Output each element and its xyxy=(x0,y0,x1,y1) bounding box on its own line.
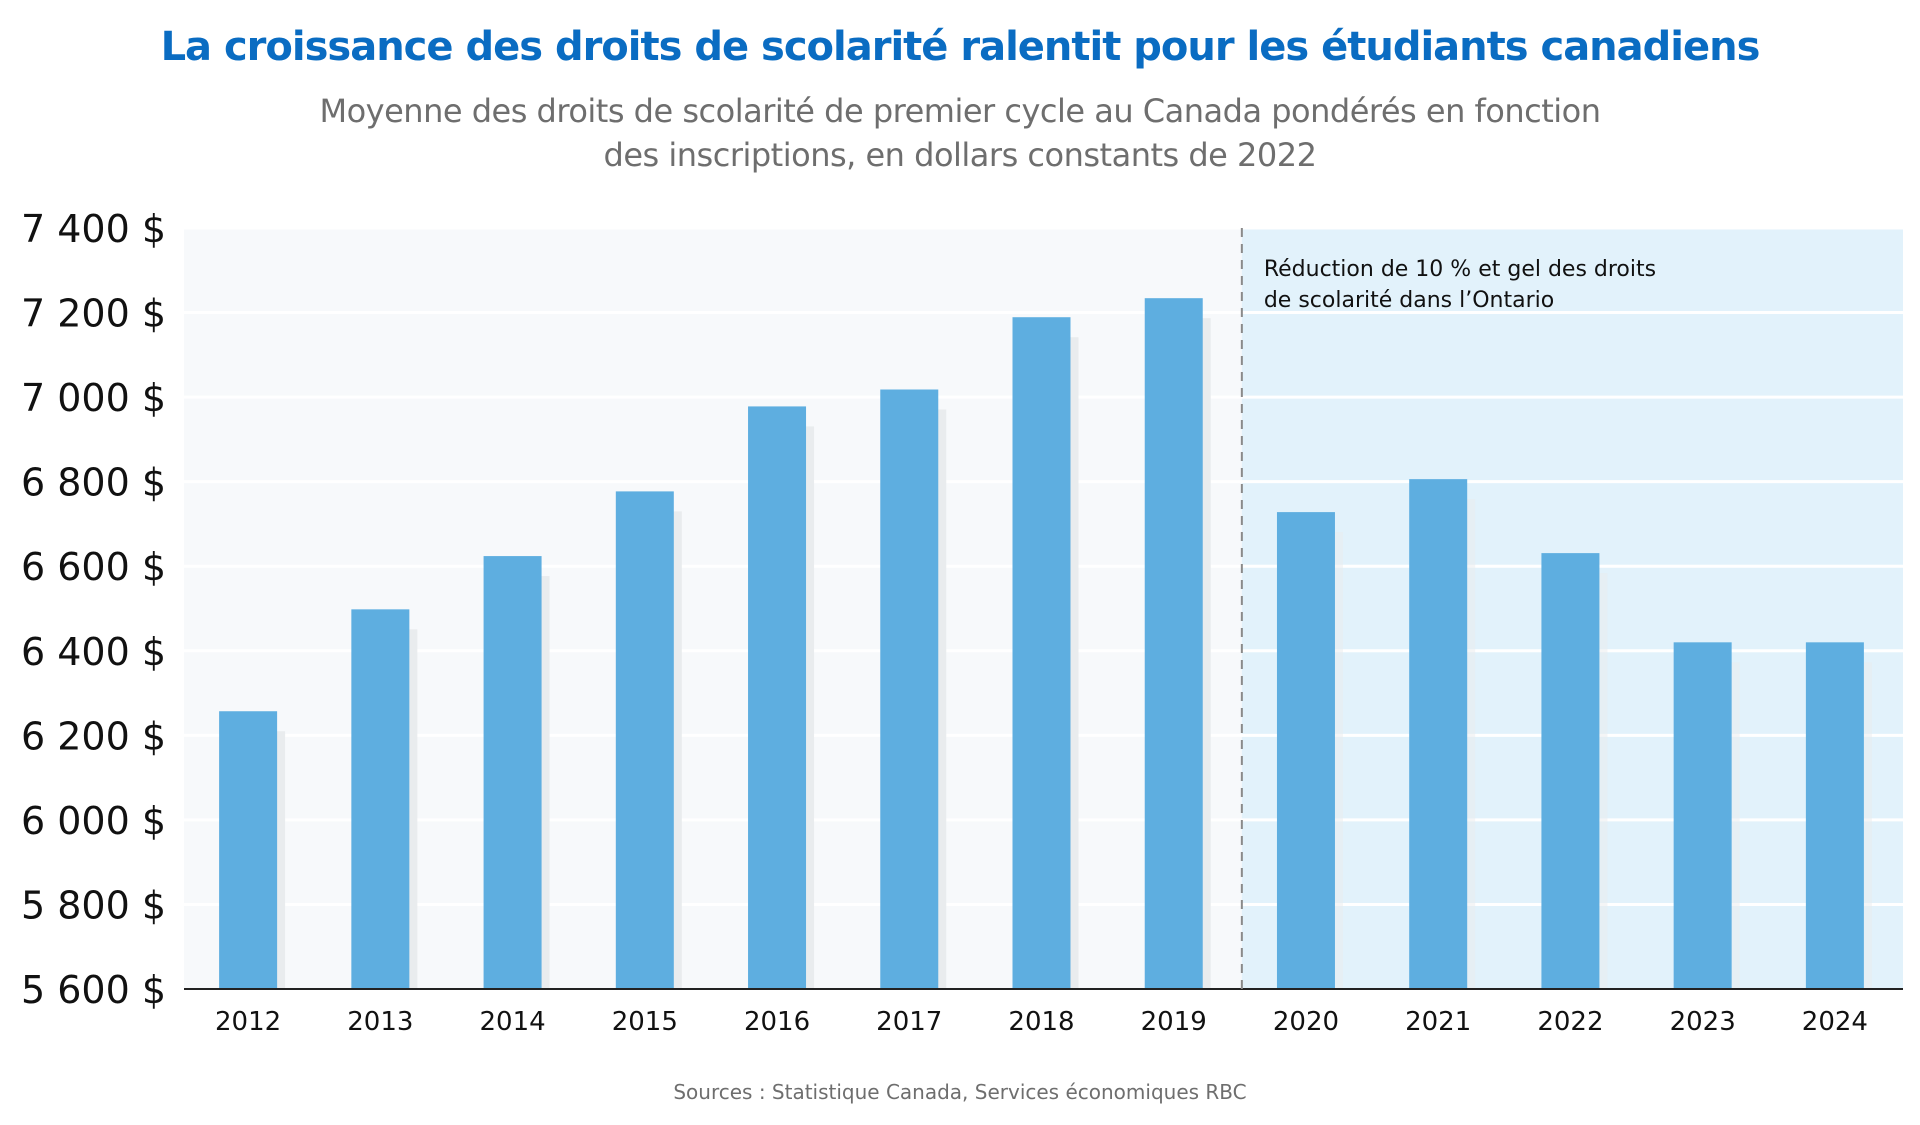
x-tick-label: 2012 xyxy=(215,1007,281,1037)
y-tick-label: 7 200 $ xyxy=(21,292,166,336)
y-tick-label: 7 000 $ xyxy=(21,376,166,420)
x-tick-label: 2023 xyxy=(1670,1007,1736,1037)
y-tick-label: 6 800 $ xyxy=(21,461,166,505)
chart-title: La croissance des droits de scolarité ra… xyxy=(160,24,1761,70)
bar-2015 xyxy=(615,491,674,989)
bar-2023 xyxy=(1673,642,1732,989)
y-tick-label: 6 400 $ xyxy=(21,630,166,674)
bar-2016 xyxy=(748,406,807,989)
bar-2024 xyxy=(1805,642,1864,989)
x-tick-label: 2014 xyxy=(479,1007,545,1037)
bar-2019 xyxy=(1144,298,1203,989)
bar-2022 xyxy=(1541,553,1600,989)
bar-2012 xyxy=(219,711,278,989)
annotation-text-line: Réduction de 10 % et gel des droits xyxy=(1264,257,1656,282)
y-tick-label: 6 600 $ xyxy=(21,545,166,589)
x-tick-label: 2019 xyxy=(1141,1007,1207,1037)
annotation-text-line: de scolarité dans l’Ontario xyxy=(1264,288,1554,313)
bar-2018 xyxy=(1012,317,1071,989)
x-tick-label: 2015 xyxy=(612,1007,678,1037)
x-tick-label: 2020 xyxy=(1273,1007,1339,1037)
chart-subtitle-line-2: des inscriptions, en dollars constants d… xyxy=(603,136,1317,174)
x-tick-label: 2017 xyxy=(876,1007,942,1037)
x-tick-label: 2018 xyxy=(1008,1007,1074,1037)
y-tick-label: 5 800 $ xyxy=(21,883,166,927)
bar-2020 xyxy=(1276,512,1335,989)
x-tick-label: 2013 xyxy=(347,1007,413,1037)
bar-2014 xyxy=(483,556,542,989)
bar-2021 xyxy=(1409,479,1468,989)
x-tick-label: 2021 xyxy=(1405,1007,1471,1037)
y-tick-label: 6 200 $ xyxy=(21,714,166,758)
chart-source: Sources : Statistique Canada, Services é… xyxy=(673,1080,1247,1104)
y-tick-label: 6 000 $ xyxy=(21,799,166,843)
bar-2013 xyxy=(351,609,410,989)
chart-subtitle-line-1: Moyenne des droits de scolarité de premi… xyxy=(319,92,1601,130)
y-tick-label: 7 400 $ xyxy=(21,207,166,251)
y-tick-label: 5 600 $ xyxy=(21,968,166,1012)
x-tick-label: 2022 xyxy=(1537,1007,1603,1037)
bar-2017 xyxy=(880,389,939,989)
x-tick-label: 2024 xyxy=(1802,1007,1868,1037)
x-tick-label: 2016 xyxy=(744,1007,810,1037)
